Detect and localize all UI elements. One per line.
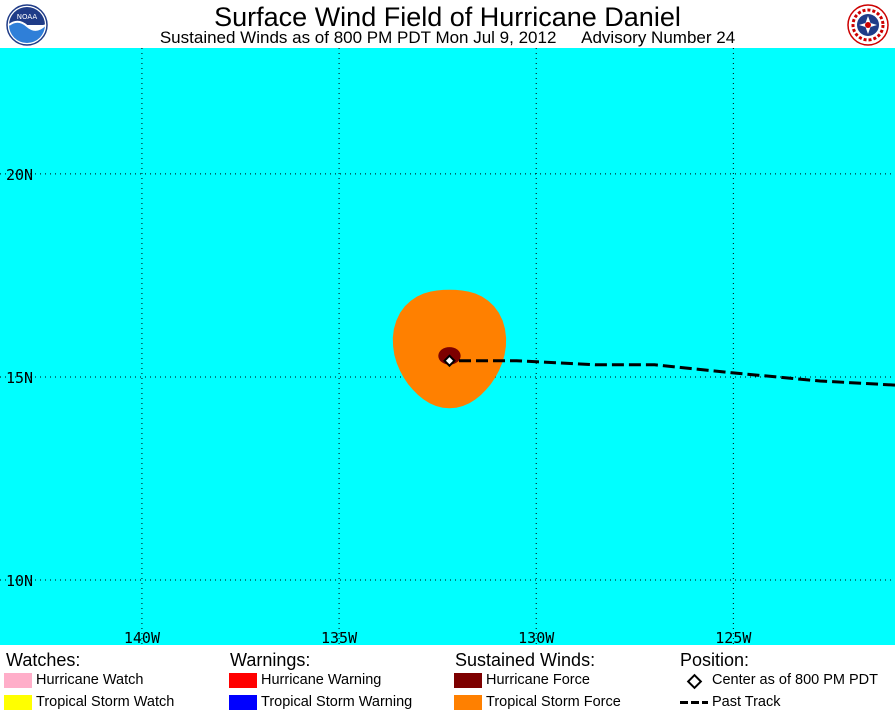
legend-item-hurricane-watch: Hurricane Watch <box>4 671 143 689</box>
lon-label: 125W <box>715 629 752 645</box>
dashed-line-icon <box>680 695 708 710</box>
lat-label: 10N <box>6 572 33 590</box>
legend-item-tropical-storm-warning: Tropical Storm Warning <box>229 693 412 711</box>
tropical-storm-force-swatch <box>454 694 482 710</box>
legend-warnings-heading: Warnings: <box>230 650 311 670</box>
past-track-path <box>449 359 895 387</box>
legend-label: Center as of 800 PM PDT <box>712 672 879 688</box>
hurricane-force-swatch <box>454 672 482 688</box>
longitude-labels: 140W 135W 130W 125W <box>124 629 753 647</box>
legend-item-hurricane-force: Hurricane Force <box>454 671 590 689</box>
legend-item-hurricane-warning: Hurricane Warning <box>229 671 381 689</box>
header: NOAA Surface Wind Field of Hurricane Dan… <box>0 0 895 48</box>
svg-text:NOAA: NOAA <box>17 13 38 21</box>
storm-center-diamond <box>443 354 456 368</box>
legend-item-tropical-storm-watch: Tropical Storm Watch <box>4 693 174 711</box>
legend-watches-heading: Watches: <box>6 650 81 670</box>
lon-label: 135W <box>321 629 358 645</box>
legend-label: Hurricane Force <box>486 672 590 688</box>
page-subtitle: Sustained Winds as of 800 PM PDT Mon Jul… <box>0 28 895 48</box>
lon-label: 140W <box>124 629 161 645</box>
legend-label: Tropical Storm Warning <box>261 694 413 710</box>
map-canvas: 20N 15N 10N 140W 135W 130W 125W <box>0 48 895 647</box>
legend-item-center: Center as of 800 PM PDT <box>680 671 878 689</box>
lon-label: 130W <box>518 629 555 645</box>
tropical-storm-warning-swatch <box>229 694 257 710</box>
lat-label: 20N <box>6 166 33 184</box>
legend-label: Past Track <box>712 694 781 710</box>
lat-label: 15N <box>6 369 33 387</box>
wind-field-map: 20N 15N 10N 140W 135W 130W 125W <box>0 48 895 647</box>
nws-logo <box>847 4 889 46</box>
legend-position-heading: Position: <box>680 650 750 670</box>
hurricane-watch-swatch <box>4 672 32 688</box>
legend-item-past-track: Past Track <box>680 693 781 711</box>
legend-label: Hurricane Watch <box>36 672 144 688</box>
past-track-line <box>449 359 895 387</box>
noaa-logo: NOAA <box>6 4 48 46</box>
latitude-labels: 20N 15N 10N <box>6 166 33 590</box>
subtitle-time: Sustained Winds as of 800 PM PDT Mon Jul… <box>159 28 557 47</box>
tropical-storm-watch-swatch <box>4 694 32 710</box>
subtitle-advisory: Advisory Number 24 <box>581 28 736 47</box>
legend-item-tropical-storm-force: Tropical Storm Force <box>454 693 621 711</box>
legend-label: Hurricane Warning <box>261 672 382 688</box>
diamond-icon <box>680 673 708 689</box>
grid-lines <box>0 48 895 645</box>
legend-label: Tropical Storm Watch <box>36 694 175 710</box>
hurricane-warning-swatch <box>229 672 257 688</box>
legend: Watches: Warnings: Sustained Winds: Posi… <box>0 645 895 716</box>
page-title: Surface Wind Field of Hurricane Daniel <box>214 2 681 32</box>
legend-label: Tropical Storm Force <box>486 694 621 710</box>
storm-center-marker <box>443 354 456 368</box>
legend-winds-heading: Sustained Winds: <box>455 650 596 670</box>
